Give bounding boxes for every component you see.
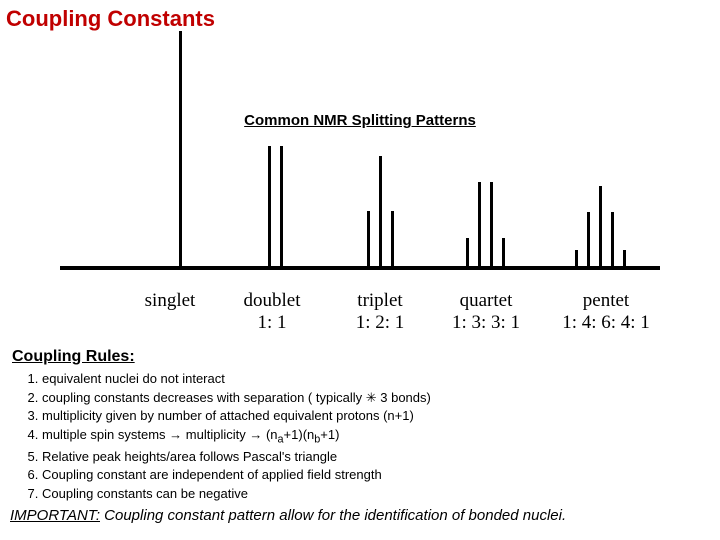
page-title: Coupling Constants — [6, 6, 215, 32]
rule-item: Coupling constants can be negative — [42, 485, 431, 503]
chart-peak — [587, 212, 590, 266]
chart-peak — [478, 182, 481, 266]
rule-text: (n — [262, 427, 277, 442]
nmr-chart — [60, 30, 660, 270]
pattern-label: triplet1: 2: 1 — [330, 290, 430, 334]
pattern-label: quartet1: 3: 3: 1 — [436, 290, 536, 334]
chart-peak — [466, 238, 469, 266]
rules-list: equivalent nuclei do not interact coupli… — [20, 370, 431, 503]
chart-peak — [391, 211, 394, 266]
rule-text: +1)(n — [284, 427, 315, 442]
rule-item: multiplicity given by number of attached… — [42, 407, 431, 425]
chart-peak — [623, 250, 626, 266]
chart-peak — [599, 186, 602, 266]
chart-peak — [490, 182, 493, 266]
rule-item: equivalent nuclei do not interact — [42, 370, 431, 388]
rule-item: multiple spin systems → multiplicity → (… — [42, 426, 431, 447]
rule-text: multiple spin systems — [42, 427, 169, 442]
important-label: IMPORTANT: — [10, 507, 100, 524]
important-note: IMPORTANT: Coupling constant pattern all… — [10, 507, 566, 524]
arrow-icon: → — [249, 427, 262, 442]
pattern-ratio: 1: 4: 6: 4: 1 — [546, 312, 666, 334]
rule-text: multiplicity — [182, 427, 249, 442]
rule-item: Relative peak heights/area follows Pasca… — [42, 448, 431, 466]
pattern-ratio: 1: 3: 3: 1 — [436, 312, 536, 334]
rule-item: coupling constants decreases with separa… — [42, 389, 431, 407]
chart-peak — [379, 156, 382, 266]
rule-text: +1) — [320, 427, 339, 442]
important-text: Coupling constant pattern allow for the … — [100, 507, 566, 524]
rule-text: coupling constants decreases with separa… — [42, 390, 366, 405]
pattern-ratio: 1: 2: 1 — [330, 312, 430, 334]
pattern-label: singlet — [120, 290, 220, 312]
chart-baseline — [60, 266, 660, 270]
arrow-icon: → — [169, 427, 182, 442]
chart-peak — [575, 250, 578, 266]
chart-peak — [367, 211, 370, 266]
rules-heading: Coupling Rules: — [12, 348, 135, 366]
chart-peak — [502, 238, 505, 266]
pattern-label: pentet1: 4: 6: 4: 1 — [546, 290, 666, 334]
pattern-label: doublet1: 1 — [222, 290, 322, 334]
pattern-ratio: 1: 1 — [222, 312, 322, 334]
rule-item: Coupling constant are independent of app… — [42, 466, 431, 484]
rule-text: 3 bonds) — [377, 390, 431, 405]
chart-peak — [611, 212, 614, 266]
symbol-icon: ✳ — [366, 390, 377, 405]
chart-peak — [280, 146, 283, 266]
chart-peak — [179, 31, 182, 266]
chart-peak — [268, 146, 271, 266]
